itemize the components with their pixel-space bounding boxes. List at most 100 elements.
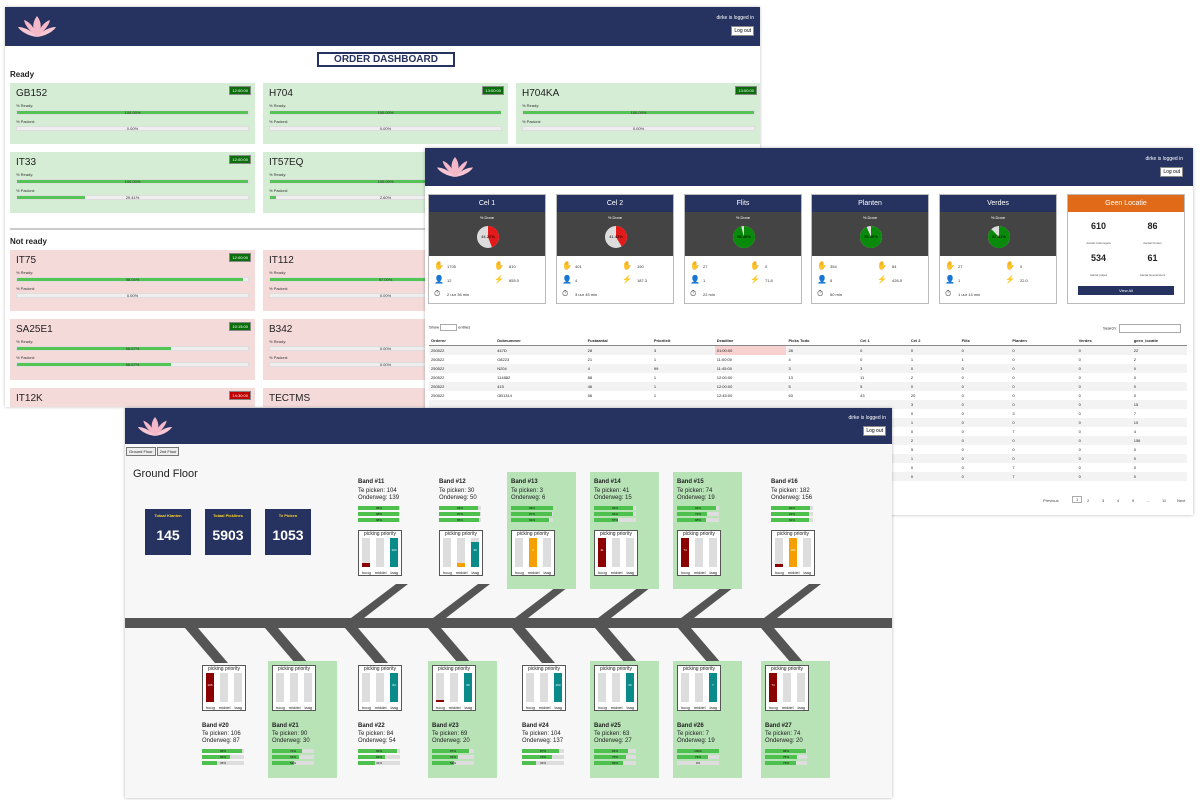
column-header[interactable]: Picks Todo — [786, 336, 859, 346]
band-progress-value: 91% — [528, 518, 535, 522]
table-cell: 0 — [908, 382, 960, 391]
table-row[interactable]: 0 0 7 0 4 — [429, 427, 1187, 436]
pagination-item[interactable]: ... — [1147, 498, 1151, 503]
pagination-item[interactable]: 11 — [1162, 498, 1167, 503]
table-row[interactable]: 3 0 0 0 15 — [429, 400, 1187, 409]
legend-hoog: hoog — [361, 705, 371, 710]
table-cell: 1 — [653, 357, 657, 362]
table-row[interactable]: 250522 415 46 1 12:00:00 5 5 0 0 0 0 0 — [429, 382, 1187, 391]
pie-done-slice — [733, 226, 756, 248]
band-progress-fill — [594, 761, 623, 765]
picking-priority-chart: picking priority 30 hoog middel laag — [439, 530, 483, 576]
priority-legend: hoog middel laag — [773, 570, 813, 575]
band-panel[interactable]: picking priority 106 hoog middel laag Band #2… — [198, 661, 267, 778]
pagination-item[interactable]: 4 — [1117, 498, 1120, 503]
order-card[interactable]: IT33 12:00:00 % Ready: 100.00% % Packed: 29.4… — [10, 152, 255, 213]
table-row[interactable]: 250522 N204 4 99 11:45:00 3 3 0 0 0 0 0 — [429, 364, 1187, 373]
column-header[interactable]: geen_locatie — [1131, 336, 1187, 346]
band-progress-value: 34% — [539, 761, 546, 765]
table-row[interactable]: 250522 GB1314 56 1 12:45:00 63 43 20 0 0 0 0 — [429, 391, 1187, 400]
show-entries[interactable]: Show entries — [429, 324, 471, 331]
band-panel[interactable]: Band #13 Te picken: 3 Onderweg: 6 99% 97% 91%… — [507, 472, 576, 589]
legend-middel: middel — [787, 570, 800, 575]
order-card[interactable]: GB152 12:00:00 % Ready: 100.00% % Packed: 0.0… — [10, 83, 255, 144]
table-cell: 1 — [910, 357, 914, 362]
priority-column — [457, 538, 465, 567]
band-progress-bar: 34% — [522, 761, 564, 765]
picking-priority-title: picking priority — [364, 666, 396, 672]
band-panel[interactable]: Band #16 Te picken: 182 Onderweg: 156 92% 91… — [767, 472, 836, 589]
logout-button[interactable]: Log out — [863, 426, 886, 436]
column-header[interactable]: Flits — [959, 336, 1011, 346]
order-card[interactable]: IT112 % Ready: 97.00% % Packed: 0.00% — [263, 250, 508, 311]
table-row[interactable]: 0 0 7 0 0 — [429, 463, 1187, 472]
table-cell: 28 — [585, 345, 652, 355]
cell-title: Cel 2 — [557, 195, 673, 212]
order-card[interactable]: SA25E1 10:15:00 % Ready: 66.67% % Packed: 66.… — [10, 319, 255, 380]
band-panel[interactable]: picking priority 74 hoog middel laag Band #27… — [761, 661, 830, 778]
column-header[interactable]: Deadline — [714, 336, 787, 346]
column-header[interactable]: Prioriteit — [651, 336, 715, 346]
order-card[interactable]: IT75 12:00:00 % Ready: 98.04% % Packed: 0.00% — [10, 250, 255, 311]
order-card[interactable]: H704KA 13:00:00 % Ready: 100.00% % Packed: 0.… — [516, 83, 760, 144]
band-progress-fill — [432, 755, 458, 759]
table-cell: 99 — [651, 364, 715, 373]
table-row[interactable]: 0 0 3 0 7 — [429, 409, 1187, 418]
band-panel[interactable]: Band #14 Te picken: 41 Onderweg: 15 93% 94% 5… — [590, 472, 659, 589]
table-row[interactable]: 250522 114882 88 1 12:00:00 13 11 2 0 0 0 0 — [429, 373, 1187, 382]
picking-priority-chart: picking priority 84 hoog middel laag — [358, 665, 402, 711]
logout-button[interactable]: Log out — [1160, 167, 1183, 177]
column-header[interactable]: Cel 2 — [908, 336, 960, 346]
packed-label: % Packed: — [16, 286, 36, 291]
timer-icon: ⏱ — [562, 289, 569, 298]
pagination-item[interactable]: 3 — [1102, 498, 1105, 503]
tab-2nd-floor[interactable]: 2nd Floor — [156, 447, 180, 456]
logout-button[interactable]: Log out — [731, 26, 754, 36]
band-name: Band #13 — [511, 479, 538, 485]
entries-select[interactable] — [440, 324, 458, 331]
pagination-item[interactable]: Previous — [1043, 498, 1059, 503]
tab-ground-floor[interactable]: Ground Floor — [126, 447, 156, 456]
column-header[interactable]: Ordernr — [429, 336, 496, 346]
table-row[interactable]: 250522 O8223 21 1 11:00:00 4 0 1 1 0 0 2 — [429, 355, 1187, 364]
pagination-item[interactable]: 2 — [1087, 498, 1090, 503]
cell-stat-s1: 401 — [575, 264, 582, 269]
table-row[interactable]: 5 0 0 0 0 — [429, 445, 1187, 454]
band-panel[interactable]: picking priority 69 hoog middel laag Band #23… — [428, 661, 497, 778]
band-progress-fill — [202, 761, 217, 765]
packed-value: 0.00% — [379, 126, 392, 131]
band-progress-fill — [272, 755, 299, 759]
column-header[interactable]: Cel 1 — [858, 336, 909, 346]
band-progress-fill — [358, 518, 400, 522]
band-panel[interactable]: Band #11 Te picken: 104 Onderweg: 139 98% 98… — [354, 472, 423, 589]
packed-fill — [17, 363, 171, 366]
order-card[interactable]: H704 13:00:00 % Ready: 100.00% % Packed: 0.00… — [263, 83, 508, 144]
ready-fill — [17, 180, 248, 183]
column-header[interactable]: Verdes — [1076, 336, 1132, 346]
band-progress-value: 64% — [375, 755, 382, 759]
pagination-item[interactable]: 5 — [1132, 498, 1135, 503]
cell-stat-time: 50 min — [830, 292, 843, 297]
view-all-button[interactable]: View All — [1078, 286, 1174, 295]
band-panel[interactable]: picking priority hoog middel laag Band #21 Te… — [268, 661, 337, 778]
band-panel[interactable]: picking priority 7 hoog middel laag Band #26 T… — [673, 661, 742, 778]
done-label: % Done — [990, 215, 1006, 220]
band-progress-value: 71% — [289, 749, 296, 753]
band-progress-value: 52% — [449, 761, 456, 765]
band-panel[interactable]: picking priority 104 hoog middel laag Band #2… — [518, 661, 587, 778]
band-name: Band #16 — [771, 479, 798, 485]
pagination-item[interactable]: Next — [1177, 498, 1186, 503]
search-input[interactable] — [1118, 324, 1181, 333]
band-panel[interactable]: picking priority 84 hoog middel laag Band #22… — [354, 661, 423, 778]
pagination-item[interactable]: 1 — [1072, 496, 1083, 503]
table-row[interactable]: 250522 447D 28 3 01:00:00 28 0 0 0 0 0 22 — [429, 345, 1187, 355]
column-header[interactable]: Fustaantal — [585, 336, 652, 346]
band-panel[interactable]: Band #12 Te picken: 30 Onderweg: 50 93% 97% 9… — [435, 472, 504, 589]
column-header[interactable]: Dobnummer — [495, 336, 586, 346]
column-header[interactable]: Planten — [1010, 336, 1077, 346]
band-panel[interactable]: Band #15 Te picken: 74 Onderweg: 19 92% 72% 6… — [673, 472, 742, 589]
hand-green-icon: ✋ — [750, 261, 760, 270]
band-panel[interactable]: picking priority 63 hoog middel laag Band #25… — [590, 661, 659, 778]
table-cell: 250522 — [429, 382, 496, 391]
